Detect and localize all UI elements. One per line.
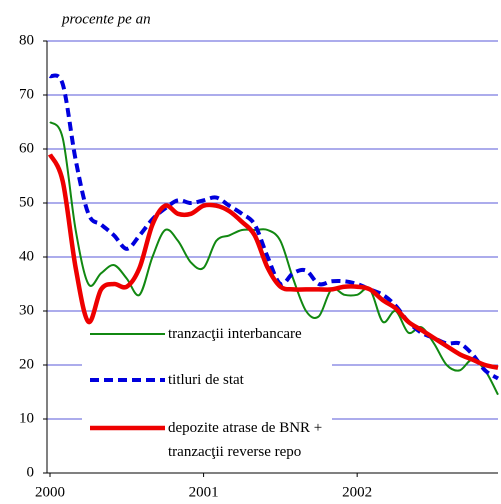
y-tick-label: 0 [27,464,35,480]
y-tick-label: 40 [19,248,34,264]
legend-label: titluri de stat [168,372,244,388]
y-tick-label: 10 [19,410,34,426]
legend-label: depozite atrase de BNR + tranzacţii reve… [168,420,323,460]
legend-label: tranzacţii interbancare [168,326,302,342]
y-tick-label: 70 [19,86,34,102]
y-tick-label: 20 [19,356,34,372]
x-tick-label: 2001 [189,484,219,500]
series-line [47,153,499,370]
x-tick-label: 2002 [342,484,372,500]
series-line [49,121,499,396]
y-tick-label: 80 [19,32,34,48]
y-tick-label: 60 [19,140,34,156]
y-axis-title: procente pe an [61,11,151,27]
series-line [48,73,500,381]
y-tick-label: 50 [19,194,34,210]
x-tick-label: 2000 [35,484,65,500]
y-tick-label: 30 [19,302,34,318]
legend-bg [82,318,332,470]
